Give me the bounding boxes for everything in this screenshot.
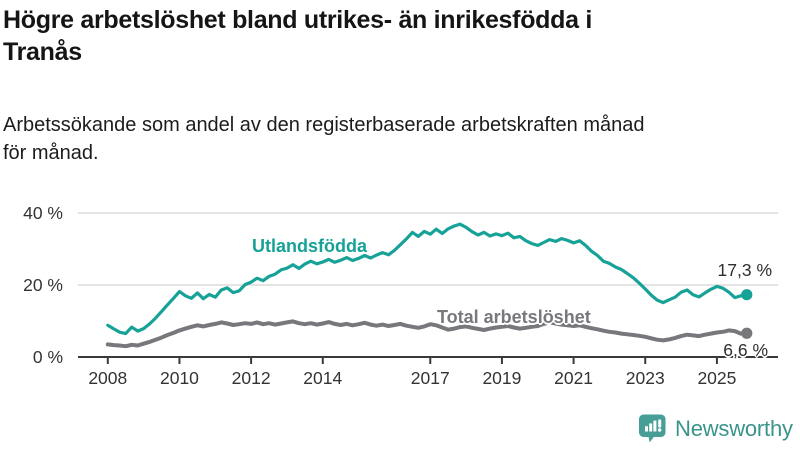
x-tick-label-2012: 2012 <box>232 368 271 388</box>
speech-bubble-shape <box>639 414 666 443</box>
series-label-utlandsfodda: Utlandsfödda <box>252 236 367 256</box>
series-line-1 <box>105 319 749 349</box>
series-line-0 <box>106 222 749 336</box>
exclamation-stem <box>658 419 662 428</box>
newsworthy-logo-icon <box>639 414 666 443</box>
title-line-1: Högre arbetslöshet bland utrikes- än inr… <box>3 6 592 34</box>
x-tick-label-2025: 2025 <box>697 368 736 388</box>
title-line-2: Tranås <box>3 38 82 66</box>
x-tick-label-2008: 2008 <box>88 368 127 388</box>
series-label-total-arbetsloshet: Total arbetslöshet <box>437 307 591 327</box>
y-tick-label-40: 40 % <box>23 203 63 223</box>
x-tick-label-2017: 2017 <box>411 368 450 388</box>
exclamation-dot <box>658 428 662 432</box>
bar-3 <box>653 420 657 432</box>
chart-subtitle: Arbetssökande som andel av den registerb… <box>3 111 797 167</box>
x-tick-label-2014: 2014 <box>303 368 342 388</box>
x-tick-label-2021: 2021 <box>554 368 593 388</box>
bar-1 <box>645 426 648 432</box>
end-value-label-total: 6,6 % <box>723 340 768 360</box>
x-tick-label-2019: 2019 <box>482 368 521 388</box>
newsworthy-wordmark: Newsworthy <box>675 415 793 441</box>
y-tick-label-20: 20 % <box>23 275 63 295</box>
series-end-dot-0 <box>741 289 753 301</box>
page-title: Högre arbetslöshet bland utrikes- än inr… <box>3 4 797 68</box>
y-tick-label-0: 0 % <box>33 347 63 367</box>
end-value-label-utlandsfodda: 17,3 % <box>717 260 772 280</box>
series-end-dot-1 <box>741 327 753 339</box>
subtitle-line-2: för månad. <box>3 142 99 164</box>
x-tick-label-2023: 2023 <box>626 368 665 388</box>
x-tick-label-2010: 2010 <box>160 368 199 388</box>
subtitle-line-1: Arbetssökande som andel av den registerb… <box>3 114 645 136</box>
newsworthy-logo[interactable]: Newsworthy <box>638 413 793 444</box>
bar-2 <box>649 423 653 432</box>
